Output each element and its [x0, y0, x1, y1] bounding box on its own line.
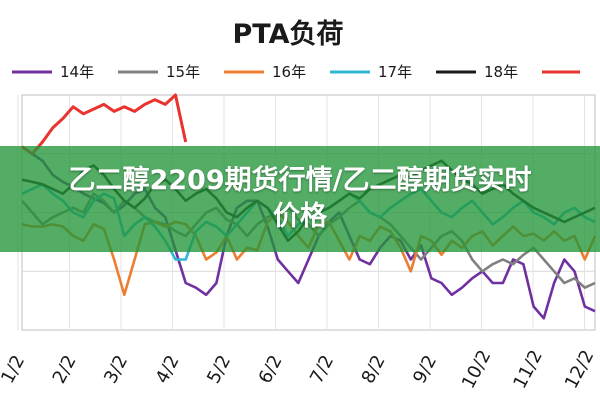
legend-label: 17年 — [378, 63, 412, 81]
x-tick-label: 9/2 — [409, 352, 441, 387]
x-tick-label: 4/2 — [152, 352, 184, 387]
x-tick-label: 6/2 — [255, 352, 287, 387]
headline-text: 乙二醇2209期货行情/乙二醇期货实时价格 — [68, 165, 532, 232]
x-tick-label: 7/2 — [306, 352, 338, 387]
x-tick-label: 12/2 — [561, 347, 599, 393]
x-tick-label: 11/2 — [509, 347, 547, 393]
legend-label: 14年 — [60, 63, 94, 81]
series-line-unlabeled-5 — [21, 93, 188, 156]
x-tick-label: 5/2 — [203, 352, 235, 387]
legend-label: 18年 — [484, 63, 518, 81]
legend: 14年 15年 16年 17年 18年 — [12, 63, 580, 81]
x-tick-label: 10/2 — [458, 347, 496, 393]
x-tick-label: 8/2 — [358, 352, 390, 387]
x-tick-label: 2/2 — [49, 352, 81, 387]
chart-title: PTA负荷 — [232, 19, 343, 50]
legend-label: 16年 — [272, 63, 306, 81]
x-tick-label: 3/2 — [100, 352, 132, 387]
legend-label: 15年 — [166, 63, 200, 81]
x-tick-label: 1/2 — [0, 352, 29, 387]
headline-banner: 乙二醇2209期货行情/乙二醇期货实时价格 — [0, 146, 600, 252]
